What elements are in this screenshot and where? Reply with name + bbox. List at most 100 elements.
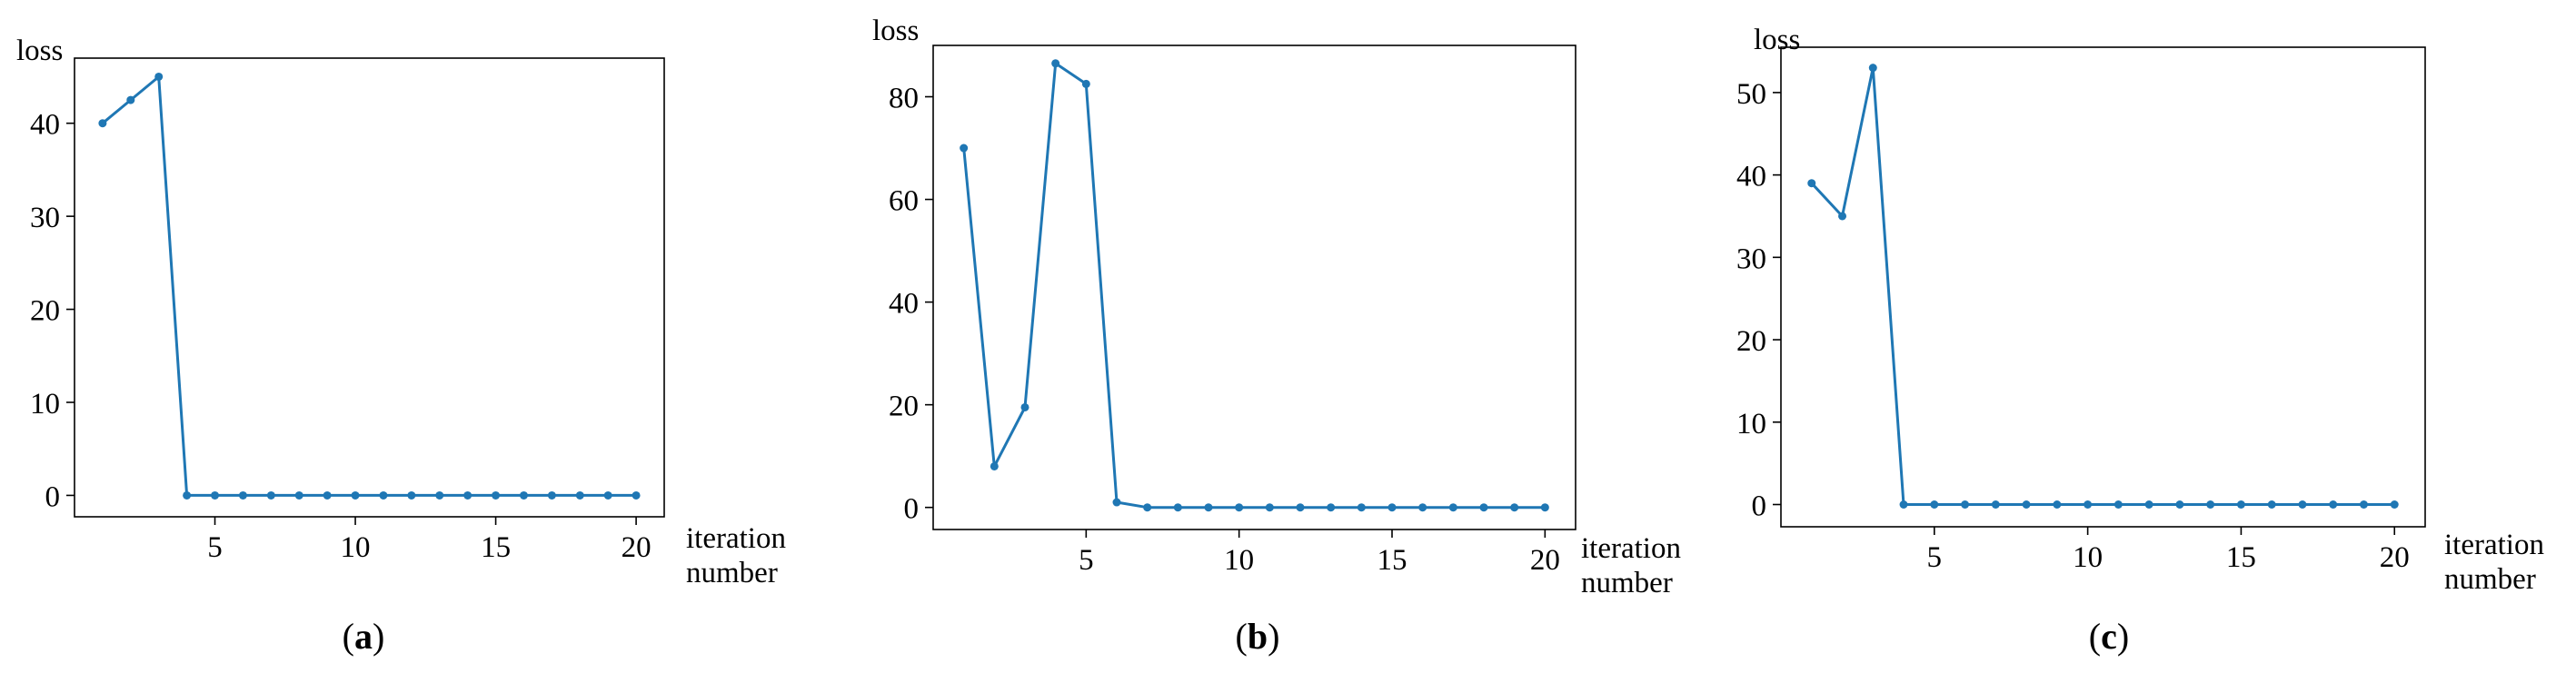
chart-a-data-point	[183, 490, 192, 500]
chart-a-y-axis-label: loss	[16, 35, 63, 67]
chart-c-data-point	[1930, 500, 1939, 510]
chart-c-y-tick-label: 50	[1736, 78, 1766, 111]
chart-c-y-tick-label: 40	[1736, 161, 1766, 193]
chart-c-plot-frame	[1780, 46, 2426, 528]
chart-c-data-point	[1807, 179, 1816, 188]
chart-a-data-point	[323, 490, 332, 500]
chart-a-plot-frame	[74, 57, 665, 518]
chart-a-y-tick-label: 0	[45, 480, 61, 513]
chart-c-y-tick-label: 10	[1736, 408, 1766, 440]
chart-c-data-point	[2298, 500, 2307, 510]
chart-c-data-point	[1991, 500, 2000, 510]
chart-b-data-point	[1112, 498, 1121, 507]
chart-b-series-line	[962, 62, 1546, 510]
chart-c-data-point	[2206, 500, 2215, 510]
chart-a-data-point	[379, 490, 388, 500]
chart-c-data-point	[2267, 500, 2276, 510]
chart-a-data-point	[98, 119, 107, 128]
chart-c-data-point	[1838, 212, 1847, 221]
chart-c-data-point	[2329, 500, 2338, 510]
chart-b-data-point	[1265, 503, 1274, 512]
chart-c-series-line	[1810, 66, 2395, 506]
chart-c-y-tick-label: 0	[1752, 490, 1767, 523]
chart-b-y-tick-label: 0	[904, 493, 920, 526]
chart-a-y-tick-label: 40	[30, 109, 60, 142]
chart-a-data-point	[238, 490, 247, 500]
chart-c-data-point	[1899, 500, 1908, 510]
chart-b-x-tick-label: 5	[1079, 544, 1094, 577]
chart-a-y-tick-label: 30	[30, 202, 60, 234]
chart-b-data-point	[1051, 59, 1060, 68]
chart-b-data-point	[1327, 503, 1336, 512]
chart-a-data-point	[519, 490, 528, 500]
chart-b-data-point	[1173, 503, 1182, 512]
chart-b-y-axis-label: loss	[872, 15, 919, 47]
chart-b-y-tick-label: 20	[889, 391, 919, 423]
chart-a-data-point	[547, 490, 556, 500]
chart-a-series-line	[101, 75, 637, 497]
chart-c-data-point	[1868, 64, 1877, 73]
chart-a-x-tick-label: 5	[207, 531, 223, 564]
chart-c-x-tick-label: 20	[2380, 541, 2410, 574]
chart-a-data-point	[575, 490, 584, 500]
chart-c-caption: (c)	[2089, 616, 2129, 657]
chart-a-data-point	[632, 490, 641, 500]
chart-b-y-tick-label: 60	[889, 185, 919, 218]
chart-a-data-point	[266, 490, 275, 500]
chart-c-data-point	[2175, 500, 2184, 510]
chart-a-x-axis-label-line1: iteration	[686, 522, 786, 555]
chart-b-x-tick-label: 15	[1378, 544, 1407, 577]
chart-c-data-point	[1961, 500, 1970, 510]
chart-b-data-point	[1540, 503, 1549, 512]
chart-b-data-point	[1357, 503, 1366, 512]
chart-b-data-point	[1510, 503, 1519, 512]
chart-a-x-tick-label: 10	[341, 531, 371, 564]
chart-c-y-axis-label: loss	[1754, 24, 1800, 56]
chart-b-data-point	[960, 144, 969, 153]
chart-c-x-tick-label: 5	[1927, 541, 1943, 574]
chart-c-data-point	[2114, 500, 2123, 510]
chart-c-x-tick-label: 10	[2073, 541, 2103, 574]
chart-a-x-axis-label-line2: number	[686, 557, 778, 589]
chart-b-y-tick-label: 80	[889, 83, 919, 115]
chart-c-x-tick-label: 15	[2226, 541, 2256, 574]
chart-b-x-tick-label: 20	[1530, 544, 1560, 577]
chart-c-data-point	[2053, 500, 2062, 510]
chart-a-x-tick-label: 15	[481, 531, 511, 564]
chart-a-data-point	[435, 490, 444, 500]
chart-b-x-axis-label-line2: number	[1581, 567, 1673, 599]
chart-c-data-point	[2359, 500, 2368, 510]
chart-b-data-point	[1479, 503, 1488, 512]
chart-b-data-point	[1418, 503, 1427, 512]
chart-a-data-point	[407, 490, 416, 500]
chart-c-y-tick-label: 20	[1736, 325, 1766, 358]
chart-b-x-axis-label-line1: iteration	[1581, 532, 1681, 565]
chart-b-data-point	[1204, 503, 1213, 512]
chart-b-x-tick-label: 10	[1224, 544, 1254, 577]
chart-a-data-point	[463, 490, 472, 500]
chart-b-data-point	[1081, 79, 1090, 88]
chart-c-x-axis-label-line2: number	[2444, 563, 2536, 596]
chart-b-data-point	[990, 461, 999, 470]
chart-b-plot-frame	[932, 45, 1576, 530]
chart-b-data-point	[1020, 402, 1029, 411]
chart-b-data-point	[1235, 503, 1244, 512]
chart-c-data-point	[2236, 500, 2245, 510]
chart-a-data-point	[492, 490, 501, 500]
chart-c-data-point	[2144, 500, 2153, 510]
chart-b-y-tick-label: 40	[889, 288, 919, 321]
chart-b-data-point	[1387, 503, 1397, 512]
chart-a-x-tick-label: 20	[622, 531, 651, 564]
chart-a-data-point	[603, 490, 612, 500]
chart-c-y-tick-label: 30	[1736, 242, 1766, 275]
chart-a-data-point	[126, 95, 135, 104]
chart-c-data-point	[2390, 500, 2399, 510]
chart-b-data-point	[1143, 503, 1152, 512]
chart-b-caption: (b)	[1236, 616, 1280, 657]
chart-b-data-point	[1448, 503, 1457, 512]
chart-c-x-axis-label-line1: iteration	[2444, 529, 2544, 561]
chart-a-data-point	[154, 72, 164, 81]
